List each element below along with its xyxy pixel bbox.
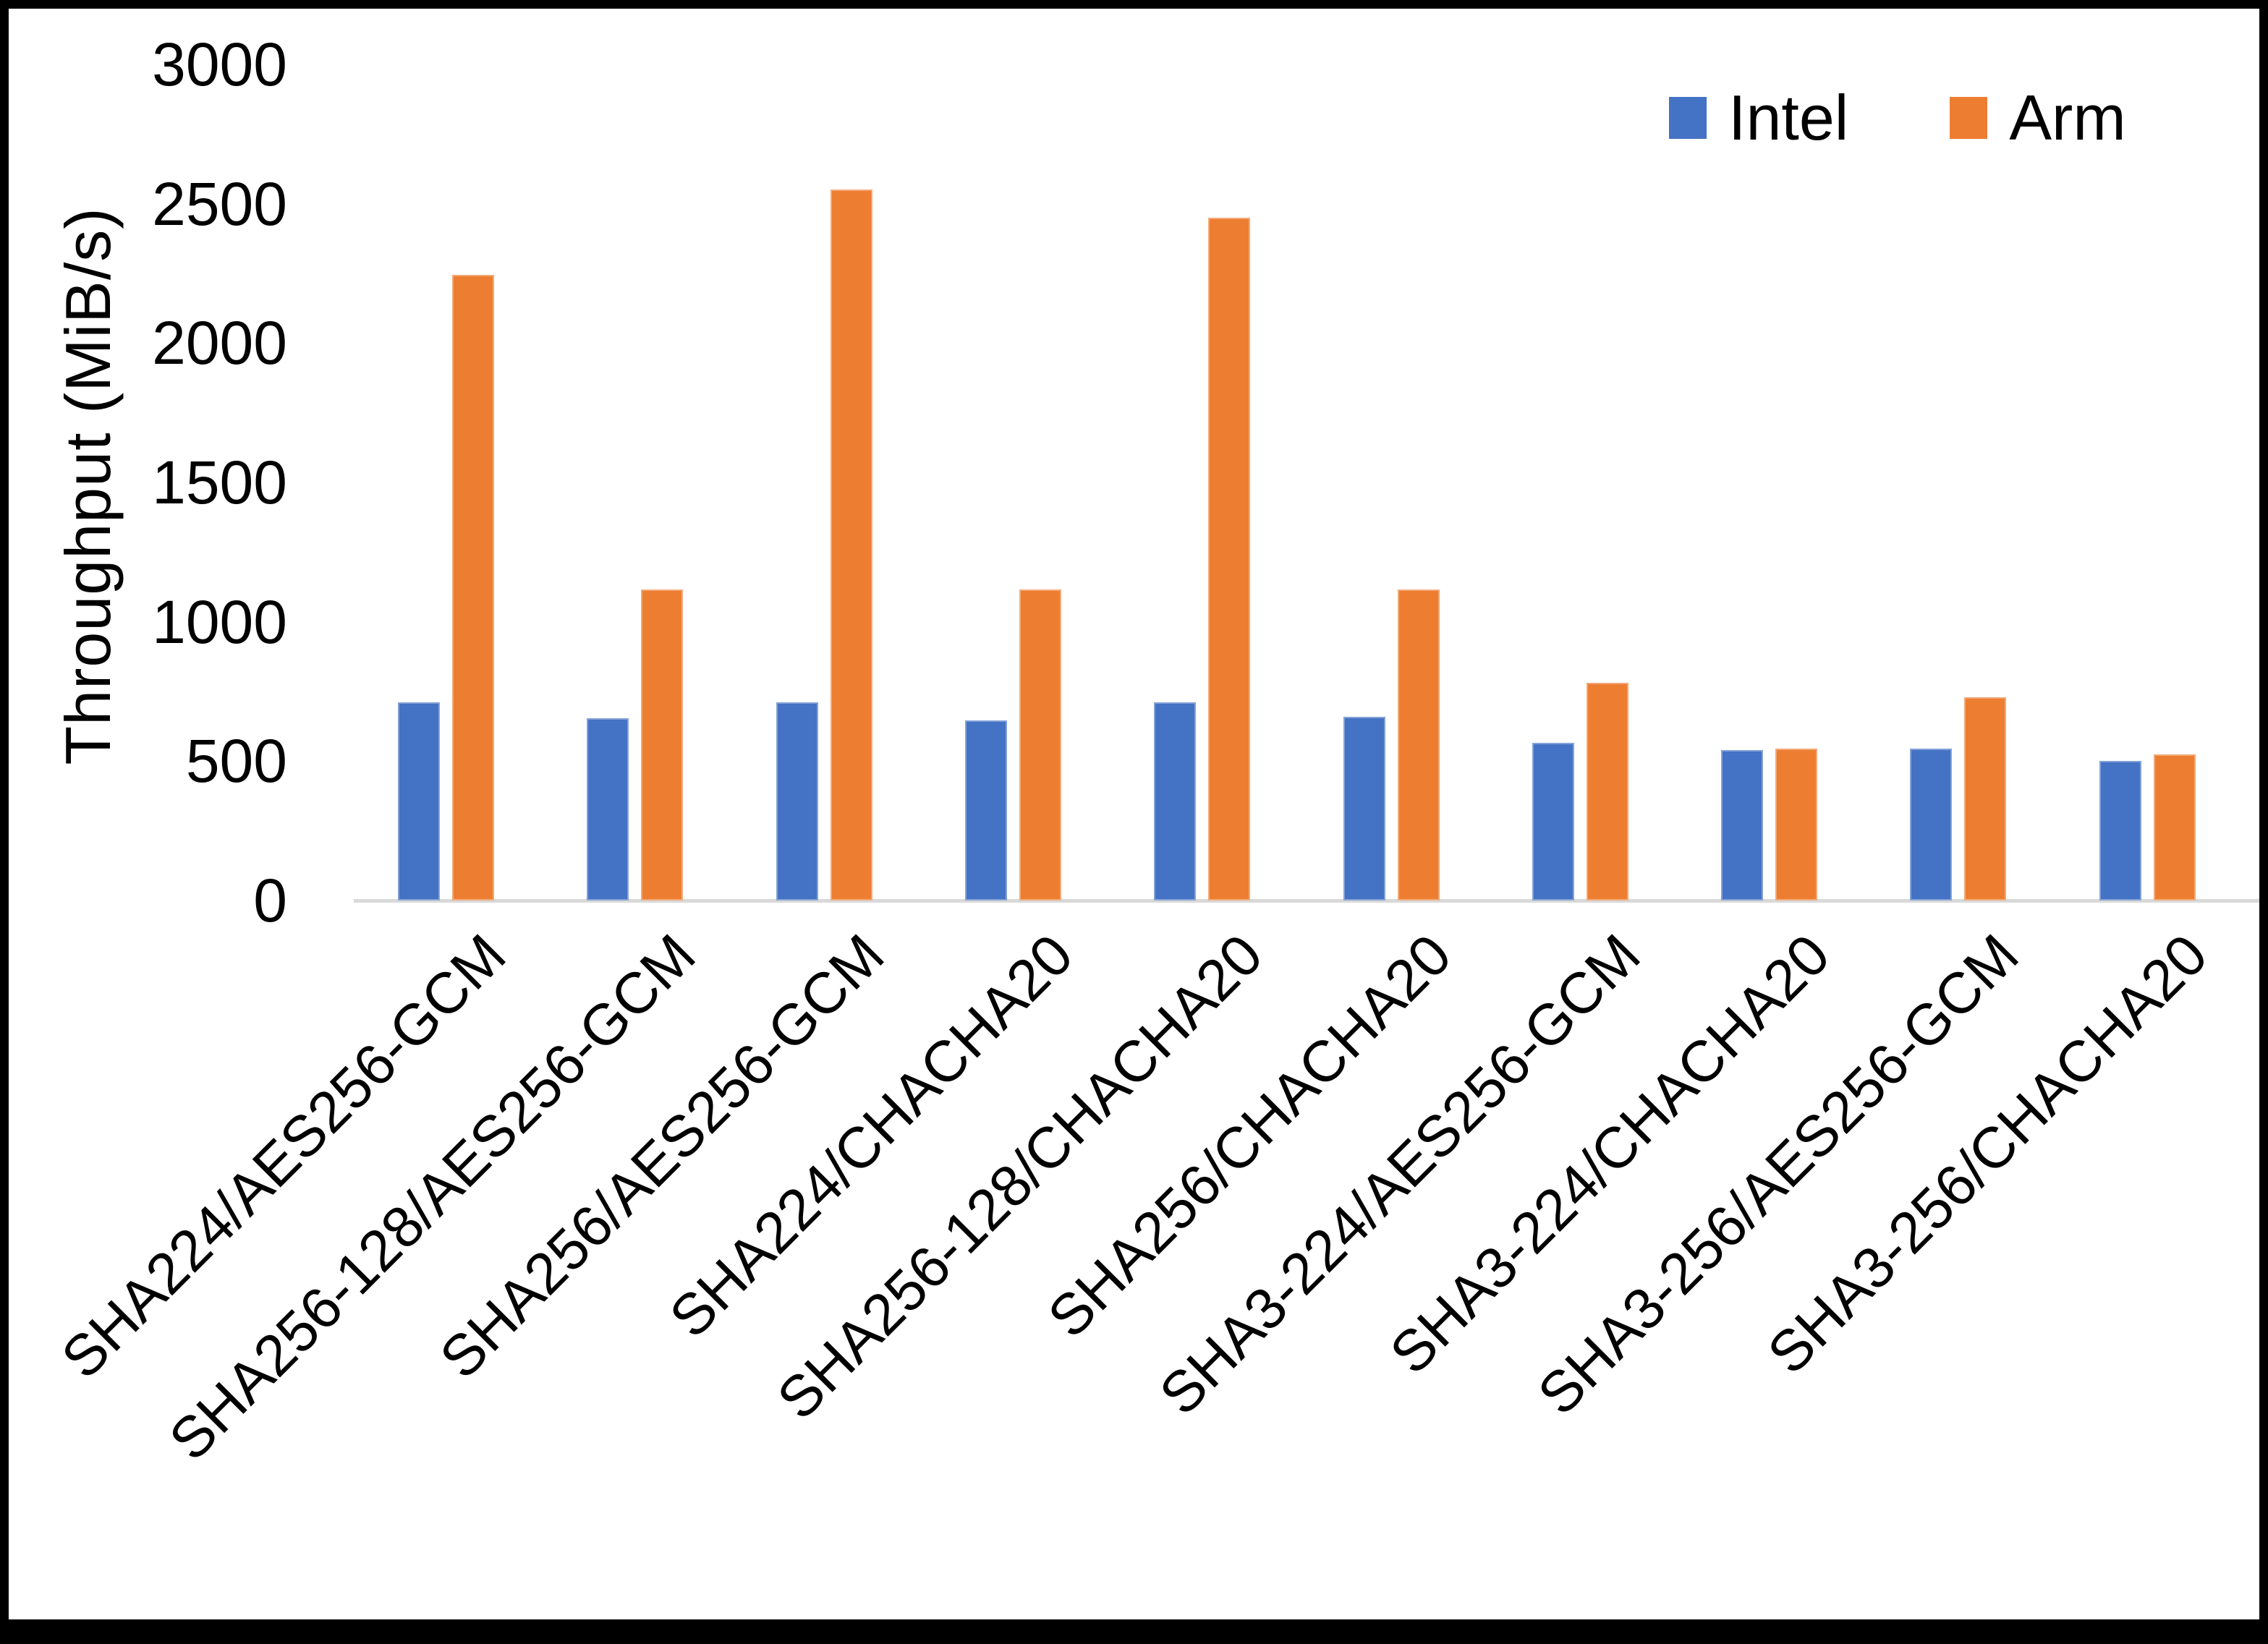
arm-bar (1398, 589, 1440, 900)
intel-bar (398, 702, 440, 900)
intel-bar (1532, 743, 1574, 900)
intel-bar (587, 718, 629, 900)
arm-bar (452, 275, 494, 900)
x-axis-line (354, 899, 2259, 903)
arm-bar (2154, 754, 2196, 900)
intel-bar (1721, 750, 1763, 900)
y-tick-label: 1500 (152, 448, 287, 516)
legend-label: Arm (2009, 82, 2126, 153)
arm-bar (1208, 218, 1250, 900)
arm-bar (641, 589, 683, 900)
y-tick-label: 1000 (152, 587, 287, 656)
intel-swatch-icon (1669, 97, 1707, 139)
y-tick-label: 2000 (152, 309, 287, 378)
y-tick-label: 500 (185, 727, 287, 796)
arm-swatch-icon (1950, 97, 1988, 139)
intel-bar (1154, 702, 1196, 900)
arm-bar (1019, 589, 1061, 900)
legend: Intel Arm (1669, 81, 2126, 155)
y-tick-label: 0 (253, 866, 287, 934)
arm-bar (831, 189, 872, 900)
arm-bar (1775, 749, 1817, 900)
intel-bar (965, 720, 1007, 900)
y-tick-label: 2500 (152, 169, 287, 238)
intel-bar (1343, 717, 1385, 900)
intel-bar (1910, 749, 1952, 900)
intel-bar (2099, 761, 2141, 900)
arm-bar (1964, 697, 2006, 900)
legend-label: Intel (1728, 82, 1849, 153)
y-tick-label: 3000 (152, 30, 287, 98)
legend-item-intel: Intel (1669, 81, 1848, 155)
legend-item-arm: Arm (1950, 81, 2126, 155)
arm-bar (1587, 683, 1628, 900)
intel-bar (776, 702, 818, 900)
